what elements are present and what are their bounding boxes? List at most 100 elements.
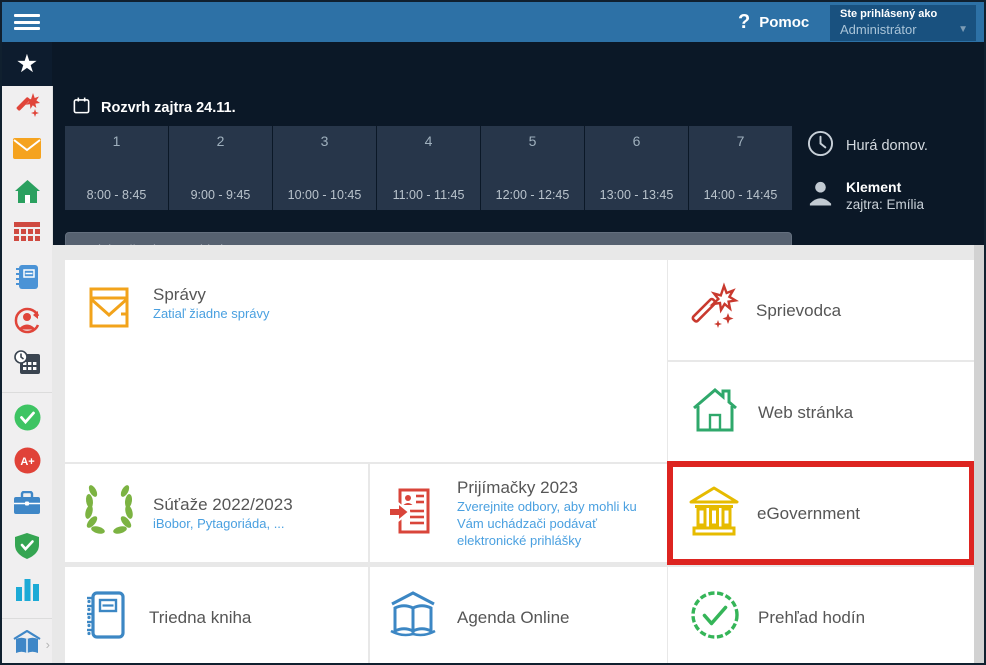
sidebar-item-substitution[interactable] (2, 301, 52, 344)
sidebar-item-agenda[interactable] (2, 484, 52, 527)
period-number: 3 (320, 133, 329, 149)
magic-wand-icon (688, 281, 740, 339)
check-badge-icon (14, 404, 41, 436)
sidebar-item-statistics[interactable] (2, 570, 52, 613)
tile-webpage[interactable]: Web stránka (668, 362, 974, 462)
sidebar-item-attendance[interactable] (2, 398, 52, 441)
house-icon (14, 179, 41, 209)
tile-title: Agenda Online (457, 607, 570, 627)
tile-title: Triedna kniha (149, 607, 252, 627)
envelope-icon (13, 137, 41, 164)
top-bar: ? Pomoc Ste prihlásený ako Administrátor… (2, 2, 984, 42)
logged-in-caption: Ste prihlásený ako (840, 8, 938, 20)
period-cell-2[interactable]: 2 9:00 - 9:45 (169, 126, 272, 210)
sidebar-item-classbook[interactable] (2, 258, 52, 301)
period-time: 14:00 - 14:45 (703, 188, 778, 202)
sidebar-divider (2, 618, 52, 619)
sidebar-item-messages[interactable] (2, 129, 52, 172)
open-book-roof-icon (385, 589, 441, 646)
sidebar-item-timetable[interactable] (2, 215, 52, 258)
sidebar: A+ (2, 86, 53, 663)
sidebar-item-security[interactable] (2, 527, 52, 570)
sidebar-divider (2, 392, 52, 393)
hamburger-menu-icon[interactable] (14, 14, 40, 30)
period-time: 11:00 - 11:45 (392, 188, 465, 202)
tile-agenda-online[interactable]: Agenda Online (370, 567, 667, 663)
sidebar-item-grades[interactable]: A+ (2, 441, 52, 484)
shield-check-icon (14, 532, 40, 565)
period-number: 1 (112, 133, 121, 149)
scrollbar[interactable] (974, 245, 984, 663)
double-envelope-icon (81, 284, 137, 337)
check-seal-icon (688, 588, 742, 647)
period-cell-7[interactable]: 7 14:00 - 14:45 (689, 126, 792, 210)
period-time: 10:00 - 10:45 (287, 188, 362, 202)
sidebar-item-guide[interactable] (2, 86, 52, 129)
nameday-info: Klement zajtra: Emília (807, 178, 924, 214)
tile-classbook[interactable]: Triedna kniha (65, 567, 368, 663)
clock-icon (807, 130, 834, 161)
grade-a-plus-icon: A+ (14, 447, 41, 479)
dashboard-header-zone: Rozvrh zajtra 24.11. 1 8:00 - 8:45 2 9:00 … (2, 42, 984, 266)
period-number: 4 (424, 133, 433, 149)
logged-in-role-dropdown[interactable]: Ste prihlásený ako Administrátor ▼ (830, 5, 976, 41)
help-button[interactable]: ? Pomoc (738, 2, 809, 42)
period-time: 9:00 - 9:45 (190, 188, 251, 202)
chevron-right-icon: › (45, 637, 50, 652)
tile-egovernment-highlighted[interactable]: eGovernment (667, 461, 975, 565)
favorites-star-icon: ★ (15, 50, 39, 78)
person-icon (807, 178, 834, 213)
tile-title: Súťaže 2022/2023 (153, 495, 293, 514)
tile-lesson-overview[interactable]: Prehľad hodín (668, 567, 974, 663)
help-question-icon: ? (738, 10, 751, 33)
timetable-grid-icon (14, 222, 40, 251)
tile-messages[interactable]: Správy Zatiaľ žiadne správy (65, 260, 667, 462)
sidebar-item-favorites[interactable]: ★ (2, 42, 52, 86)
tile-title: Prijímačky 2023 (457, 478, 578, 497)
person-refresh-icon (13, 306, 41, 339)
period-cell-1[interactable]: 1 8:00 - 8:45 (65, 126, 168, 210)
period-number: 6 (632, 133, 641, 149)
library-book-icon (12, 629, 42, 662)
period-number: 7 (736, 133, 745, 149)
magic-wand-icon (13, 91, 41, 124)
help-label: Pomoc (759, 13, 810, 31)
tile-admissions[interactable]: Prijímačky 2023 Zverejnite odbory, aby m… (370, 464, 667, 562)
home-time-label: Hurá domov. (846, 137, 928, 154)
period-number: 2 (216, 133, 225, 149)
tile-title: eGovernment (757, 503, 860, 523)
period-cell-4[interactable]: 4 11:00 - 11:45 (377, 126, 480, 210)
tile-guide[interactable]: Sprievodca (668, 260, 974, 360)
period-cell-6[interactable]: 6 13:00 - 13:45 (585, 126, 688, 210)
period-time: 12:00 - 12:45 (495, 188, 570, 202)
tile-title: Sprievodca (756, 300, 842, 320)
tile-title: Web stránka (758, 402, 854, 422)
svg-text:A+: A+ (20, 456, 34, 468)
tile-competitions[interactable]: Súťaže 2022/2023 iBobor, Pytagoriáda, ..… (65, 464, 368, 562)
schedule-title: Rozvrh zajtra 24.11. (101, 100, 236, 116)
tile-title: Prehľad hodín (758, 607, 866, 627)
nameday-today: Klement (846, 179, 902, 195)
nameday-tomorrow: zajtra: Emília (846, 197, 925, 212)
sidebar-item-calendar-plan[interactable] (2, 344, 52, 387)
bar-chart-icon (15, 577, 40, 606)
tile-subtitle: Zverejnite odbory, aby mohli ku Vám uchá… (457, 499, 637, 548)
briefcase-icon (13, 490, 41, 520)
chevron-down-icon: ▼ (958, 24, 968, 35)
house-outline-icon (688, 383, 742, 442)
period-number: 5 (528, 133, 537, 149)
notebook-icon (15, 264, 39, 295)
calendar-clock-icon (13, 350, 41, 381)
tile-title: Správy (153, 285, 206, 304)
laurel-wreath-icon (81, 484, 137, 543)
tile-subtitle: iBobor, Pytagoriáda, ... (153, 516, 285, 531)
calendar-icon (72, 96, 91, 120)
period-cell-5[interactable]: 5 12:00 - 12:45 (481, 126, 584, 210)
period-cell-3[interactable]: 3 10:00 - 10:45 (273, 126, 376, 210)
period-time: 8:00 - 8:45 (86, 188, 147, 202)
logged-in-role: Administrátor (840, 22, 917, 37)
application-document-icon (385, 483, 441, 544)
sidebar-item-webpage[interactable] (2, 172, 52, 215)
sidebar-item-library[interactable]: › (2, 624, 52, 663)
